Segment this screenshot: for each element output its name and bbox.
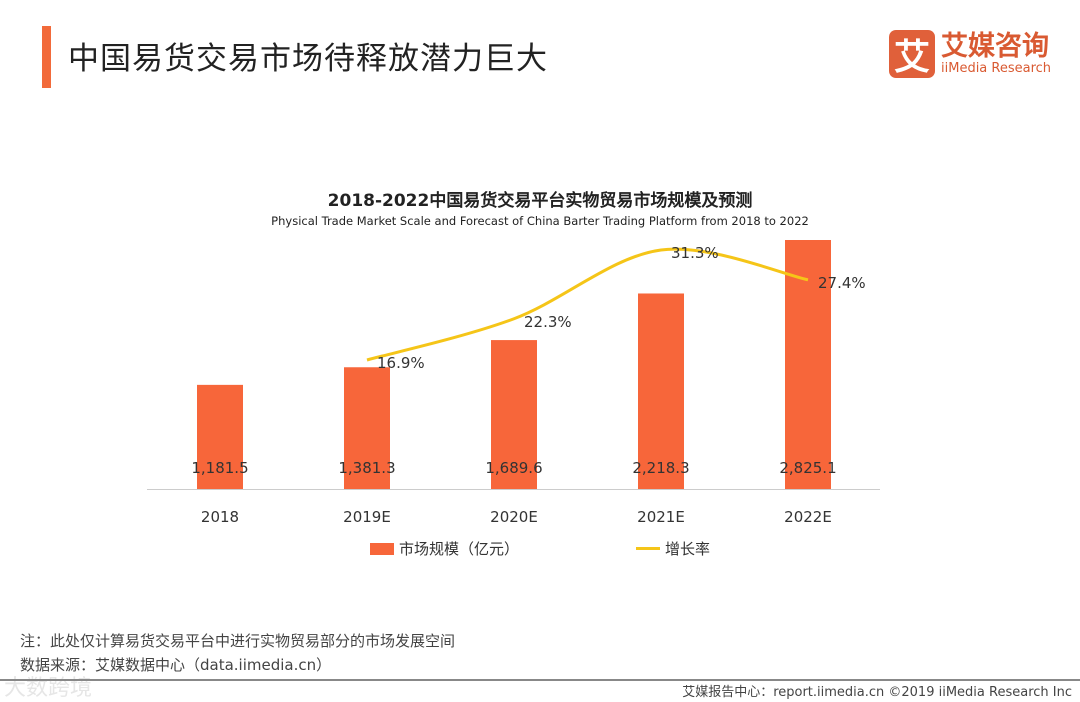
- legend-line-label: 增长率: [665, 540, 711, 558]
- x-tick-label: 2020E: [490, 508, 538, 526]
- footer-text: 艾媒报告中心：report.iimedia.cn ©2019 iiMedia R…: [682, 685, 1072, 700]
- page-title: 中国易货交易市场待释放潜力巨大: [68, 41, 548, 77]
- line-data-label: 16.9%: [377, 354, 425, 372]
- bar-data-label: 1,181.5: [191, 459, 248, 477]
- bar-data-label: 1,689.6: [485, 459, 542, 477]
- iimedia-logo: 艾 艾媒咨询 iiMedia Research: [889, 30, 1051, 78]
- source-text: 数据来源：艾媒数据中心（data.iimedia.cn）: [20, 656, 332, 674]
- logo-cn: 艾媒咨询: [941, 31, 1049, 62]
- x-tick-label: 2019E: [343, 508, 391, 526]
- legend-bar: 市场规模（亿元）: [370, 538, 519, 559]
- bar: [785, 240, 831, 489]
- logo-mark: 艾: [889, 30, 935, 78]
- legend-bar-swatch: [370, 542, 394, 555]
- x-tick-label: 2018: [201, 508, 239, 526]
- chart-subtitle: Physical Trade Market Scale and Forecast…: [271, 214, 809, 228]
- legend-line-swatch: [636, 547, 660, 550]
- growth-rate-line: [366, 247, 809, 362]
- line-data-label: 27.4%: [818, 274, 866, 292]
- bar: [197, 384, 243, 489]
- bar-data-label: 1,381.3: [338, 459, 395, 477]
- bar: [491, 340, 537, 489]
- bar-data-label: 2,825.1: [779, 459, 836, 477]
- legend-line: 增长率: [636, 538, 710, 559]
- x-tick-label: 2022E: [784, 508, 832, 526]
- footer-divider: [0, 679, 1080, 681]
- line-data-label: 22.3%: [524, 313, 572, 331]
- logo-en: iiMedia Research: [941, 61, 1052, 76]
- x-tick-label: 2021E: [637, 508, 685, 526]
- legend-bar-label: 市场规模（亿元）: [399, 540, 520, 558]
- line-data-label: 31.3%: [671, 244, 719, 262]
- bar: [344, 367, 390, 489]
- bar: [638, 293, 684, 489]
- watermark: 大数跨境: [4, 676, 93, 701]
- bar-data-label: 2,218.3: [632, 459, 689, 477]
- note-text: 注：此处仅计算易货交易平台中进行实物贸易部分的市场发展空间: [20, 632, 456, 650]
- chart-title: 2018-2022中国易货交易平台实物贸易市场规模及预测: [327, 191, 753, 211]
- title-accent-bar: [42, 26, 51, 88]
